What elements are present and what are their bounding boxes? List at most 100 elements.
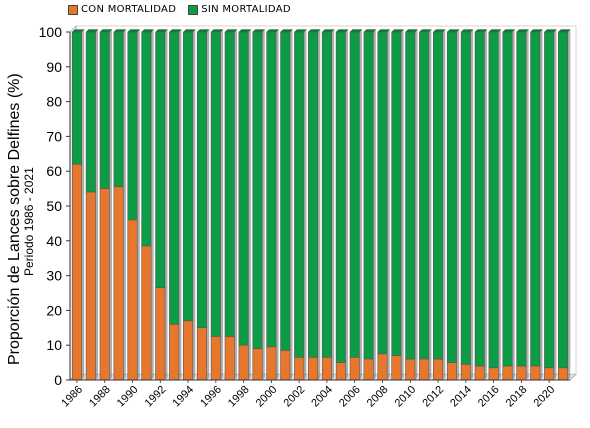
bar-top-2007 bbox=[363, 29, 377, 33]
bar-con-mortalidad-2015 bbox=[474, 365, 485, 381]
legend: CON MORTALIDAD SIN MORTALIDAD bbox=[68, 4, 291, 15]
x-tick-label-2014: 2014 bbox=[448, 384, 474, 410]
bar-top-2012 bbox=[432, 29, 446, 33]
bar-con-mortalidad-1992 bbox=[155, 287, 166, 381]
bar-sin-mortalidad-1997 bbox=[224, 31, 235, 337]
bar-side-2020 bbox=[553, 29, 557, 380]
y-tick-label-20: 20 bbox=[46, 302, 62, 318]
bar-top-2020 bbox=[543, 29, 557, 33]
bar-side-1988 bbox=[109, 29, 112, 380]
bar-side-2009 bbox=[401, 29, 404, 380]
bar-sin-mortalidad-1986 bbox=[71, 31, 82, 165]
bar-con-mortalidad-2020 bbox=[544, 367, 555, 381]
bar-con-mortalidad-1986 bbox=[71, 163, 82, 381]
bar-side-1999 bbox=[262, 29, 265, 380]
bar-top-2004 bbox=[321, 29, 335, 33]
bar-con-mortalidad-2017 bbox=[502, 365, 513, 381]
bar-side-2016 bbox=[498, 29, 501, 380]
bar-sin-mortalidad-2015 bbox=[474, 31, 485, 367]
bar-top-1991 bbox=[141, 29, 155, 33]
bar-con-mortalidad-2013 bbox=[446, 362, 457, 381]
y-tick-label-60: 60 bbox=[46, 163, 62, 179]
x-tick-label-2004: 2004 bbox=[309, 384, 335, 410]
x-tick-label-1986: 1986 bbox=[59, 384, 85, 410]
bar-top-1999 bbox=[252, 29, 266, 33]
bar-side-1986 bbox=[81, 29, 85, 380]
x-tick-label-1996: 1996 bbox=[198, 384, 224, 410]
bar-side-2008 bbox=[387, 29, 390, 380]
bar-side-1990 bbox=[137, 29, 140, 380]
bar-top-2019 bbox=[530, 29, 543, 33]
bar-top-1995 bbox=[196, 29, 210, 33]
bar-top-1997 bbox=[224, 29, 238, 33]
legend-swatch-con-mortalidad bbox=[68, 4, 78, 15]
bar-side-1994 bbox=[192, 29, 196, 380]
bar-top-1993 bbox=[168, 29, 182, 33]
bar-con-mortalidad-2011 bbox=[419, 358, 430, 381]
bar-con-mortalidad-2012 bbox=[433, 358, 444, 381]
bar-sin-mortalidad-1998 bbox=[238, 31, 249, 346]
bar-con-mortalidad-1993 bbox=[169, 324, 180, 381]
bar-top-2005 bbox=[335, 29, 349, 33]
x-tick-label-2018: 2018 bbox=[504, 384, 530, 410]
legend-item-con-mortalidad: CON MORTALIDAD bbox=[68, 4, 176, 15]
bar-con-mortalidad-2009 bbox=[391, 355, 402, 381]
bar-sin-mortalidad-2007 bbox=[363, 31, 374, 360]
bar-con-mortalidad-2003 bbox=[308, 357, 319, 381]
bar-sin-mortalidad-2003 bbox=[308, 31, 319, 358]
y-tick-label-50: 50 bbox=[46, 198, 62, 214]
bar-sin-mortalidad-2006 bbox=[349, 31, 360, 358]
x-tick-label-2000: 2000 bbox=[254, 384, 280, 410]
bar-con-mortalidad-2002 bbox=[294, 357, 305, 381]
bar-top-2006 bbox=[349, 29, 363, 33]
bar-sin-mortalidad-2021 bbox=[558, 31, 569, 369]
bar-side-1995 bbox=[206, 29, 210, 380]
bar-side-2000 bbox=[276, 29, 279, 380]
bar-con-mortalidad-1999 bbox=[252, 348, 263, 381]
bar-top-1988 bbox=[99, 29, 113, 33]
bar-sin-mortalidad-2008 bbox=[377, 31, 388, 355]
y-tick-label-70: 70 bbox=[46, 128, 62, 144]
bar-sin-mortalidad-1995 bbox=[196, 31, 207, 329]
bar-con-mortalidad-2005 bbox=[335, 362, 346, 381]
bar-con-mortalidad-2010 bbox=[405, 358, 416, 381]
bar-sin-mortalidad-2001 bbox=[280, 31, 291, 351]
bar-side-2006 bbox=[359, 29, 362, 380]
bar-con-mortalidad-1987 bbox=[85, 191, 96, 381]
bar-top-1990 bbox=[127, 29, 141, 33]
x-tick-label-2020: 2020 bbox=[531, 384, 557, 410]
bar-con-mortalidad-2000 bbox=[266, 346, 277, 381]
bar-top-2018 bbox=[516, 29, 530, 33]
bar-top-2016 bbox=[488, 29, 502, 33]
bar-side-1992 bbox=[165, 29, 168, 380]
bar-top-1987 bbox=[85, 29, 99, 33]
x-tick-label-2010: 2010 bbox=[393, 384, 419, 410]
bar-con-mortalidad-2008 bbox=[377, 353, 388, 381]
bar-con-mortalidad-1998 bbox=[238, 344, 249, 381]
bar-sin-mortalidad-1988 bbox=[99, 31, 110, 189]
bar-top-1994 bbox=[182, 29, 196, 33]
bar-top-2014 bbox=[460, 29, 474, 33]
bar-top-2008 bbox=[377, 29, 391, 33]
legend-item-sin-mortalidad: SIN MORTALIDAD bbox=[188, 4, 291, 15]
bar-top-2009 bbox=[391, 29, 405, 33]
bar-top-1986 bbox=[71, 29, 85, 33]
bar-side-2013 bbox=[456, 29, 460, 380]
bar-con-mortalidad-1988 bbox=[99, 188, 110, 381]
x-tick-label-2008: 2008 bbox=[365, 384, 391, 410]
bar-top-1992 bbox=[155, 29, 168, 33]
bar-side-1991 bbox=[151, 29, 154, 380]
bar-top-2017 bbox=[502, 29, 516, 33]
bar-sin-mortalidad-1996 bbox=[210, 31, 221, 337]
bar-con-mortalidad-1989 bbox=[113, 186, 124, 381]
bar-con-mortalidad-2004 bbox=[321, 357, 332, 381]
bar-con-mortalidad-1997 bbox=[224, 336, 235, 381]
bar-side-2014 bbox=[470, 29, 474, 380]
bar-sin-mortalidad-1994 bbox=[183, 31, 194, 322]
x-tick-label-1998: 1998 bbox=[226, 384, 252, 410]
bar-con-mortalidad-1995 bbox=[196, 327, 207, 381]
bar-sin-mortalidad-2016 bbox=[488, 31, 499, 369]
bar-side-2011 bbox=[428, 29, 432, 380]
y-tick-label-0: 0 bbox=[54, 372, 62, 388]
bar-top-2013 bbox=[446, 29, 460, 33]
